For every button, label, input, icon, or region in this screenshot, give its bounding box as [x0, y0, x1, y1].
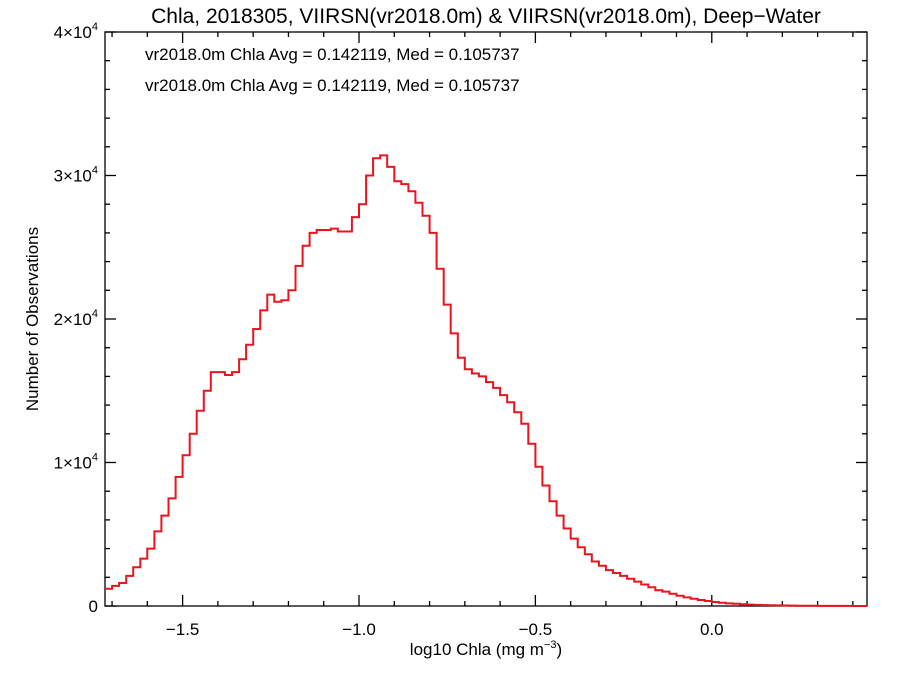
x-tick-label: 0.0	[700, 620, 724, 639]
x-axis-label: log10 Chla (mg m−3)	[410, 639, 562, 659]
chart-title: Chla, 2018305, VIIRSN(vr2018.0m) & VIIRS…	[151, 5, 821, 28]
y-tick-label: 4×104	[54, 21, 98, 42]
stat-annotation-red: vr2018.0m Chla Avg = 0.142119, Med = 0.1…	[145, 76, 520, 95]
x-tick-labels: −1.5 −1.0 −0.5 0.0	[166, 620, 724, 639]
x-tick-label: −1.5	[166, 620, 200, 639]
stat-annotation-black: vr2018.0m Chla Avg = 0.142119, Med = 0.1…	[145, 45, 520, 64]
x-axis-label-main: log10 Chla (mg m	[410, 640, 544, 659]
y-tick-labels: 0 1×104 2×104 3×104 4×104	[54, 21, 98, 616]
y-tick-label: 3×104	[54, 165, 98, 186]
y-tick-label: 0	[89, 597, 98, 616]
x-axis-label-close: )	[557, 640, 563, 659]
x-axis-label-exponent: −3	[544, 639, 557, 651]
x-tick-label: −0.5	[519, 620, 553, 639]
x-tick-label: −1.0	[342, 620, 376, 639]
series-line	[105, 154, 867, 607]
y-tick-label: 1×104	[54, 452, 98, 473]
y-tick-label: 2×104	[54, 308, 98, 329]
y-axis-label: Number of Observations	[23, 227, 42, 411]
